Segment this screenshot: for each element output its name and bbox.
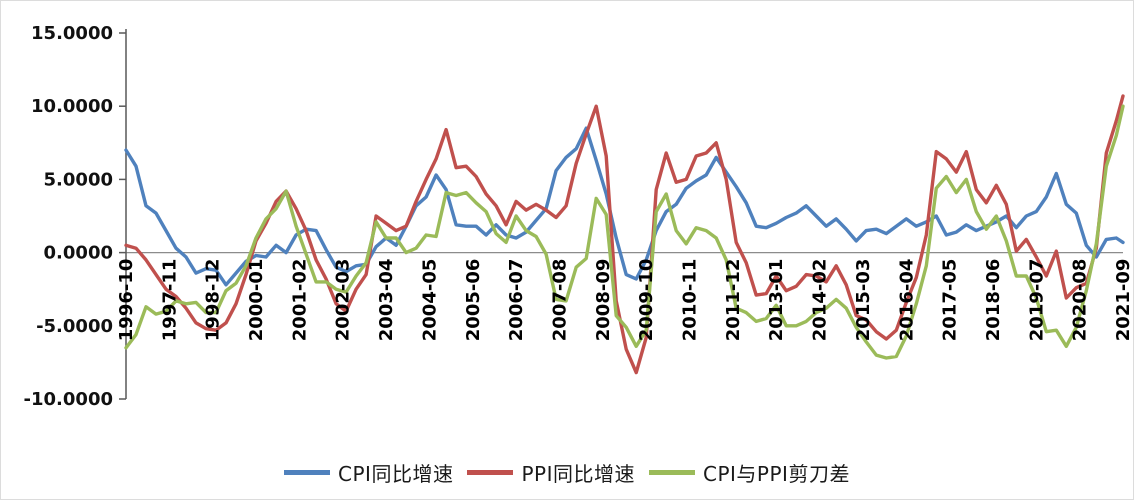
cpi-line bbox=[124, 126, 1125, 287]
y-tick-label: -5.0000 bbox=[36, 316, 113, 337]
legend-item-cpi: CPI同比增速 bbox=[284, 458, 453, 487]
y-tick-label: 0.0000 bbox=[44, 243, 113, 264]
x-tick-label: 2004-05 bbox=[419, 259, 440, 342]
ppi-line bbox=[124, 94, 1125, 375]
x-tick-label: 2002-03 bbox=[333, 259, 354, 342]
x-tick-label: 2006-07 bbox=[506, 259, 527, 342]
x-tick-label: 2011-12 bbox=[723, 259, 744, 342]
chart-legend: CPI同比增速 PPI同比增速 CPI与PPI剪刀差 bbox=[1, 458, 1133, 487]
y-tick-label: -10.0000 bbox=[24, 389, 113, 410]
x-tick-label: 2018-06 bbox=[983, 259, 1004, 342]
x-tick-label: 2019-07 bbox=[1026, 259, 1047, 342]
ppi-line-swatch bbox=[467, 470, 514, 475]
y-tick-label: 5.0000 bbox=[44, 169, 113, 190]
gap-line bbox=[124, 104, 1125, 360]
x-tick-label: 1998-12 bbox=[203, 259, 224, 342]
x-tick-label: 2007-08 bbox=[549, 259, 570, 342]
x-tick-label: 2010-11 bbox=[680, 259, 701, 342]
x-tick-label: 2003-04 bbox=[376, 259, 397, 342]
x-tick-label: 2021-09 bbox=[1113, 259, 1134, 342]
legend-label-gap: CPI与PPI剪刀差 bbox=[703, 462, 850, 486]
x-tick-label: 2009-10 bbox=[636, 259, 657, 342]
legend-item-ppi: PPI同比增速 bbox=[467, 458, 635, 487]
x-tick-label: 2014-02 bbox=[810, 259, 831, 342]
legend-label-cpi: CPI同比增速 bbox=[338, 462, 454, 486]
x-tick-label: 1996-10 bbox=[116, 259, 137, 342]
x-tick-label: 2017-05 bbox=[940, 259, 961, 342]
x-tick-label: 1997-11 bbox=[159, 259, 180, 342]
x-tick-label: 2016-04 bbox=[896, 259, 917, 342]
x-tick-label: 2005-06 bbox=[463, 259, 484, 342]
cpi-line-swatch bbox=[284, 470, 331, 475]
legend-item-gap: CPI与PPI剪刀差 bbox=[649, 458, 850, 487]
x-tick-label: 2008-09 bbox=[593, 259, 614, 342]
x-tick-label: 2001-02 bbox=[289, 259, 310, 342]
x-tick-label: 2015-03 bbox=[853, 259, 874, 342]
y-tick-label: 15.0000 bbox=[31, 23, 113, 44]
legend-label-ppi: PPI同比增速 bbox=[521, 462, 635, 486]
x-tick-label: 2000-01 bbox=[246, 259, 267, 342]
gap-line-swatch bbox=[649, 470, 695, 475]
x-tick-label: 2013-01 bbox=[766, 259, 787, 342]
y-tick-label: 10.0000 bbox=[31, 96, 113, 117]
x-tick-label: 2020-08 bbox=[1070, 259, 1091, 342]
